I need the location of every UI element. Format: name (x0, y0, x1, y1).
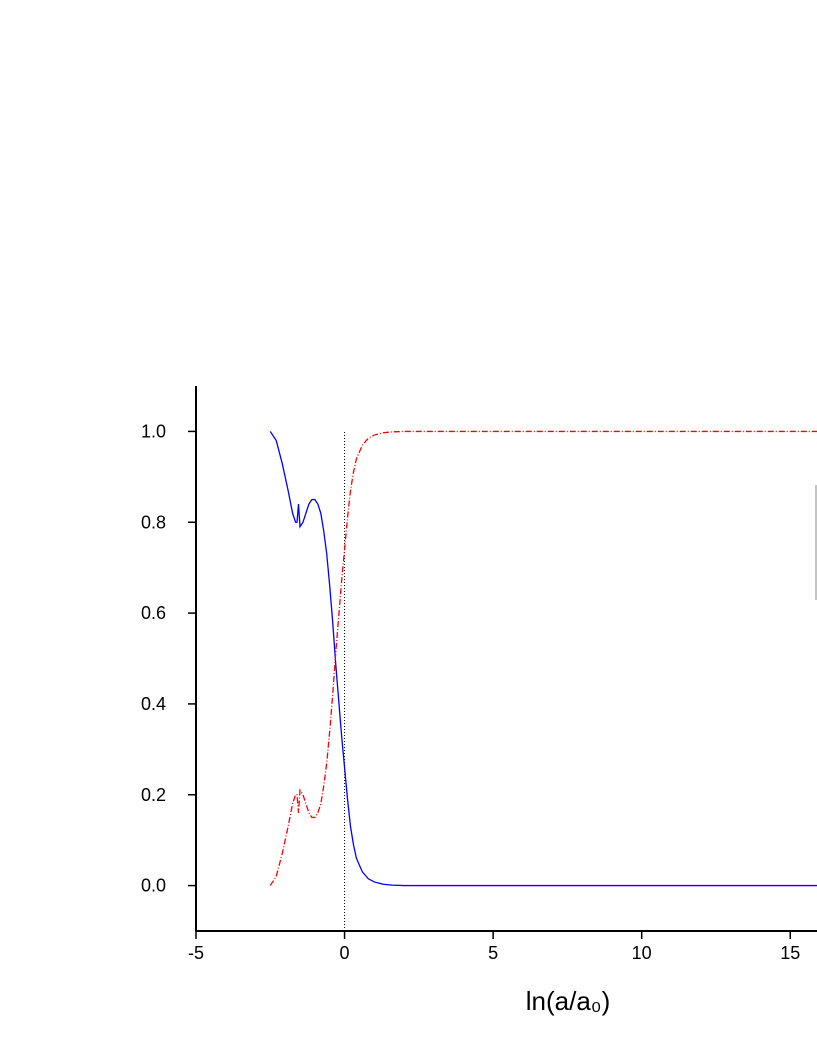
y-tick-label: 0.6 (141, 603, 166, 623)
y-tick-label: 0.2 (141, 785, 166, 805)
line-series (269, 431, 817, 887)
x-axis-label: ln(a/a₀) (526, 986, 611, 1016)
line-series (269, 430, 817, 886)
x-tick-label: 15 (780, 943, 800, 963)
y-tick-label: 0.4 (141, 694, 166, 714)
x-tick-label: 0 (340, 943, 350, 963)
y-tick-label: 0.0 (141, 876, 166, 896)
y-tick-label: 0.8 (141, 512, 166, 532)
x-tick-label: 10 (632, 943, 652, 963)
x-tick-label: 5 (488, 943, 498, 963)
y-tick-label: 1.0 (141, 421, 166, 441)
x-tick-label: -5 (188, 943, 204, 963)
